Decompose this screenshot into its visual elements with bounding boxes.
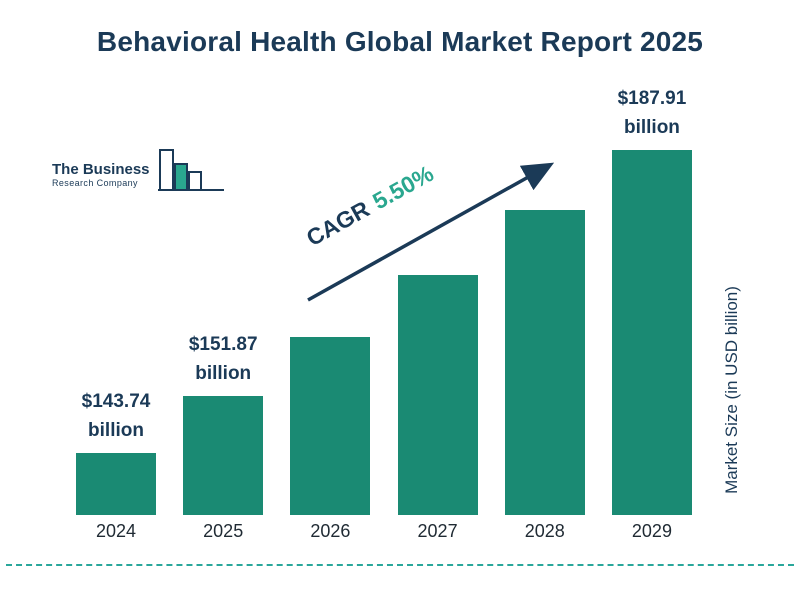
x-tick-2025: 2025: [203, 520, 244, 541]
bar-column-2027: 2027: [386, 85, 490, 547]
bottom-dashed-divider: [6, 564, 794, 566]
bar-column-2024: $143.74 billion 2024: [64, 85, 168, 547]
bar-column-2028: 2028: [493, 85, 597, 547]
x-tick-2029: 2029: [631, 520, 672, 541]
bar-column-2025: $151.87 billion 2025: [171, 85, 275, 547]
bar: [611, 150, 692, 515]
bar: [290, 337, 371, 515]
bar-chart: $143.74 billion 2024 $151.87 billion 202…: [64, 85, 704, 547]
y-axis-label: Market Size (in USD billion): [722, 286, 741, 494]
value-label-2024: $143.74 billion: [81, 391, 151, 441]
chart-title: Behavioral Health Global Market Report 2…: [96, 26, 704, 57]
logo-line1: The Business: [52, 161, 150, 178]
bar: [76, 453, 156, 515]
x-tick-2024: 2024: [95, 520, 137, 541]
bar-column-2026: 2026: [278, 85, 382, 547]
company-logo: The Business Research Company: [52, 148, 228, 200]
company-logo-text: The Business Research Company: [52, 161, 150, 200]
x-tick-2028: 2028: [524, 520, 565, 541]
value-label-2029: $187.91 billion: [617, 88, 687, 138]
x-tick-2026: 2026: [310, 520, 351, 541]
logo-line2: Research Company: [52, 178, 138, 188]
bar: [504, 210, 585, 515]
bar-column-2029: $187.91 billion 2029: [600, 85, 704, 547]
bar: [183, 396, 264, 515]
logo-bar-chart-icon: [157, 149, 224, 191]
bar: [397, 275, 478, 515]
value-label-2025: $151.87 billion: [188, 334, 258, 384]
x-tick-2027: 2027: [417, 520, 458, 541]
